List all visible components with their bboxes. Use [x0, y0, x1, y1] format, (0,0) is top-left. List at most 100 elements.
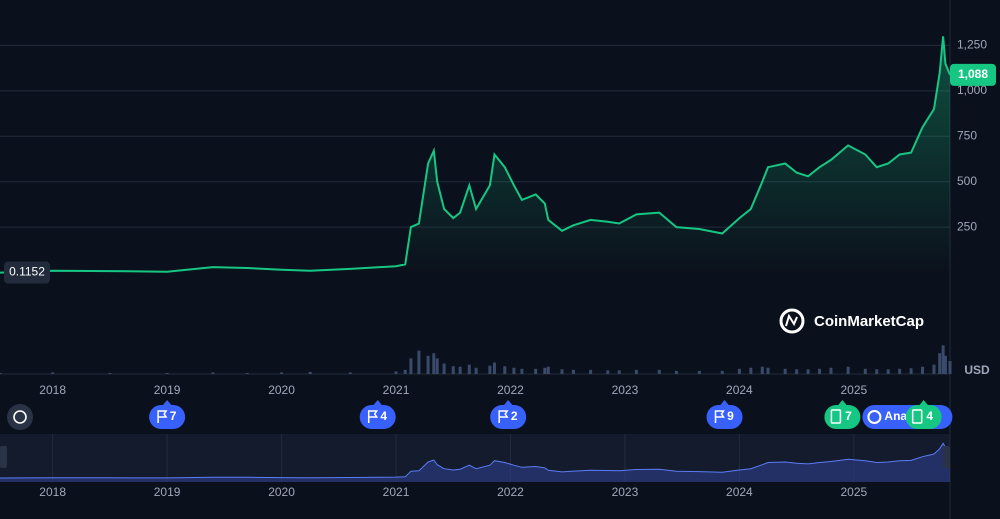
volume-bar [760, 366, 764, 374]
volume-bar [674, 370, 678, 374]
event-flag[interactable]: 4 [359, 400, 396, 429]
nav-handle [0, 446, 7, 468]
flag-icon [714, 410, 725, 423]
flag-pill [490, 405, 527, 429]
flag-icon [498, 410, 509, 423]
volume-bar [458, 366, 462, 374]
volume-bar [348, 372, 352, 374]
flag-icon [367, 410, 379, 423]
y-tick-label: 500 [957, 174, 977, 188]
flag-pill [359, 405, 396, 429]
flag-pointer [162, 400, 173, 406]
volume-bar [921, 366, 925, 374]
y-tick-label: 750 [957, 128, 977, 142]
brand-logo [779, 308, 805, 334]
history-button[interactable] [7, 404, 33, 430]
flag-count: 9 [727, 409, 734, 423]
doc-count: 7 [845, 409, 852, 423]
start-price-label: 0.1152 [9, 265, 45, 279]
volume-bar [512, 367, 516, 374]
x-tick-label: 2025 [841, 383, 868, 397]
nav-tick-label: 2022 [497, 485, 524, 499]
flag-pointer [719, 400, 730, 406]
y-tick-label: 1,000 [957, 83, 987, 97]
volume-bar [394, 371, 398, 374]
flag-count: 7 [170, 409, 177, 423]
flag-pointer [372, 400, 383, 406]
doc-marker[interactable]: 4 [905, 400, 942, 429]
nav-tick-label: 2023 [612, 485, 639, 499]
nav-handle [943, 446, 950, 468]
volume-bar [932, 364, 936, 374]
flag-pill [149, 405, 186, 429]
history-icon [13, 410, 27, 424]
doc-pill [824, 405, 861, 429]
x-tick-label: 2018 [39, 383, 66, 397]
x-tick-label: 2019 [154, 383, 181, 397]
volume-bar [245, 372, 249, 374]
volume-bar [634, 369, 638, 374]
volume-bar [442, 363, 446, 374]
volume-bar [308, 371, 312, 374]
brand: CoinMarketCap [814, 313, 924, 330]
y-tick-label: 1,250 [957, 38, 987, 52]
volume-bar [657, 369, 661, 374]
doc-count: 4 [926, 409, 933, 423]
flag-count: 2 [511, 409, 518, 423]
volume-bar [534, 368, 538, 374]
volume-bar [886, 369, 890, 374]
volume-bar [432, 353, 436, 374]
flag-count: 4 [380, 409, 387, 423]
volume-bar [546, 366, 550, 374]
volume-bar [417, 350, 421, 374]
volume-bar [409, 358, 413, 374]
last-price-badge [950, 63, 996, 86]
event-flag[interactable]: 9 [706, 400, 743, 429]
volume-bar [846, 366, 850, 374]
volume-bar [108, 372, 112, 374]
volume-bar [0, 372, 2, 374]
event-flag[interactable]: 7 [149, 400, 186, 429]
volume-bar [571, 369, 575, 374]
volume-bar [451, 366, 455, 374]
volume-bar [435, 358, 439, 374]
nav-tick-label: 2018 [39, 485, 66, 499]
nav-tick-label: 2021 [383, 485, 410, 499]
volume-bar [909, 368, 913, 374]
x-tick-label: 2023 [612, 383, 639, 397]
volume-bar [474, 367, 478, 374]
volume-bar [766, 367, 770, 374]
flag-icon [157, 410, 168, 423]
volume-bar [818, 368, 822, 374]
volume-bar [795, 369, 799, 374]
volume-bar [51, 372, 55, 374]
flag-pointer [503, 400, 514, 406]
volume-bar [467, 364, 471, 374]
doc-marker[interactable]: 7 [824, 400, 861, 429]
volume-bar [938, 353, 942, 374]
volume-bar [403, 369, 407, 374]
analysis-label: Anal [884, 409, 910, 423]
volume-bar [948, 361, 952, 374]
volume-bar [211, 372, 215, 374]
nav-tick-label: 2020 [268, 485, 295, 499]
volume-bar [617, 370, 621, 374]
nav-tick-label: 2024 [726, 485, 753, 499]
event-flag[interactable]: 2 [490, 400, 527, 429]
volume-bar [829, 367, 833, 374]
volume-bar [503, 366, 507, 374]
volume-bar [898, 368, 902, 374]
volume-bar [543, 367, 547, 374]
flag-pill [706, 405, 743, 429]
nav-tick-label: 2025 [841, 485, 868, 499]
nav-tick-label: 2019 [154, 485, 181, 499]
volume-bar [697, 370, 701, 374]
volume-bar [875, 369, 879, 374]
volume-bar [720, 370, 724, 374]
volume-bar [589, 369, 593, 374]
volume-bar [280, 372, 284, 374]
y-unit: USD [964, 363, 990, 377]
doc-pill [905, 405, 942, 429]
volume-bar [492, 362, 496, 374]
